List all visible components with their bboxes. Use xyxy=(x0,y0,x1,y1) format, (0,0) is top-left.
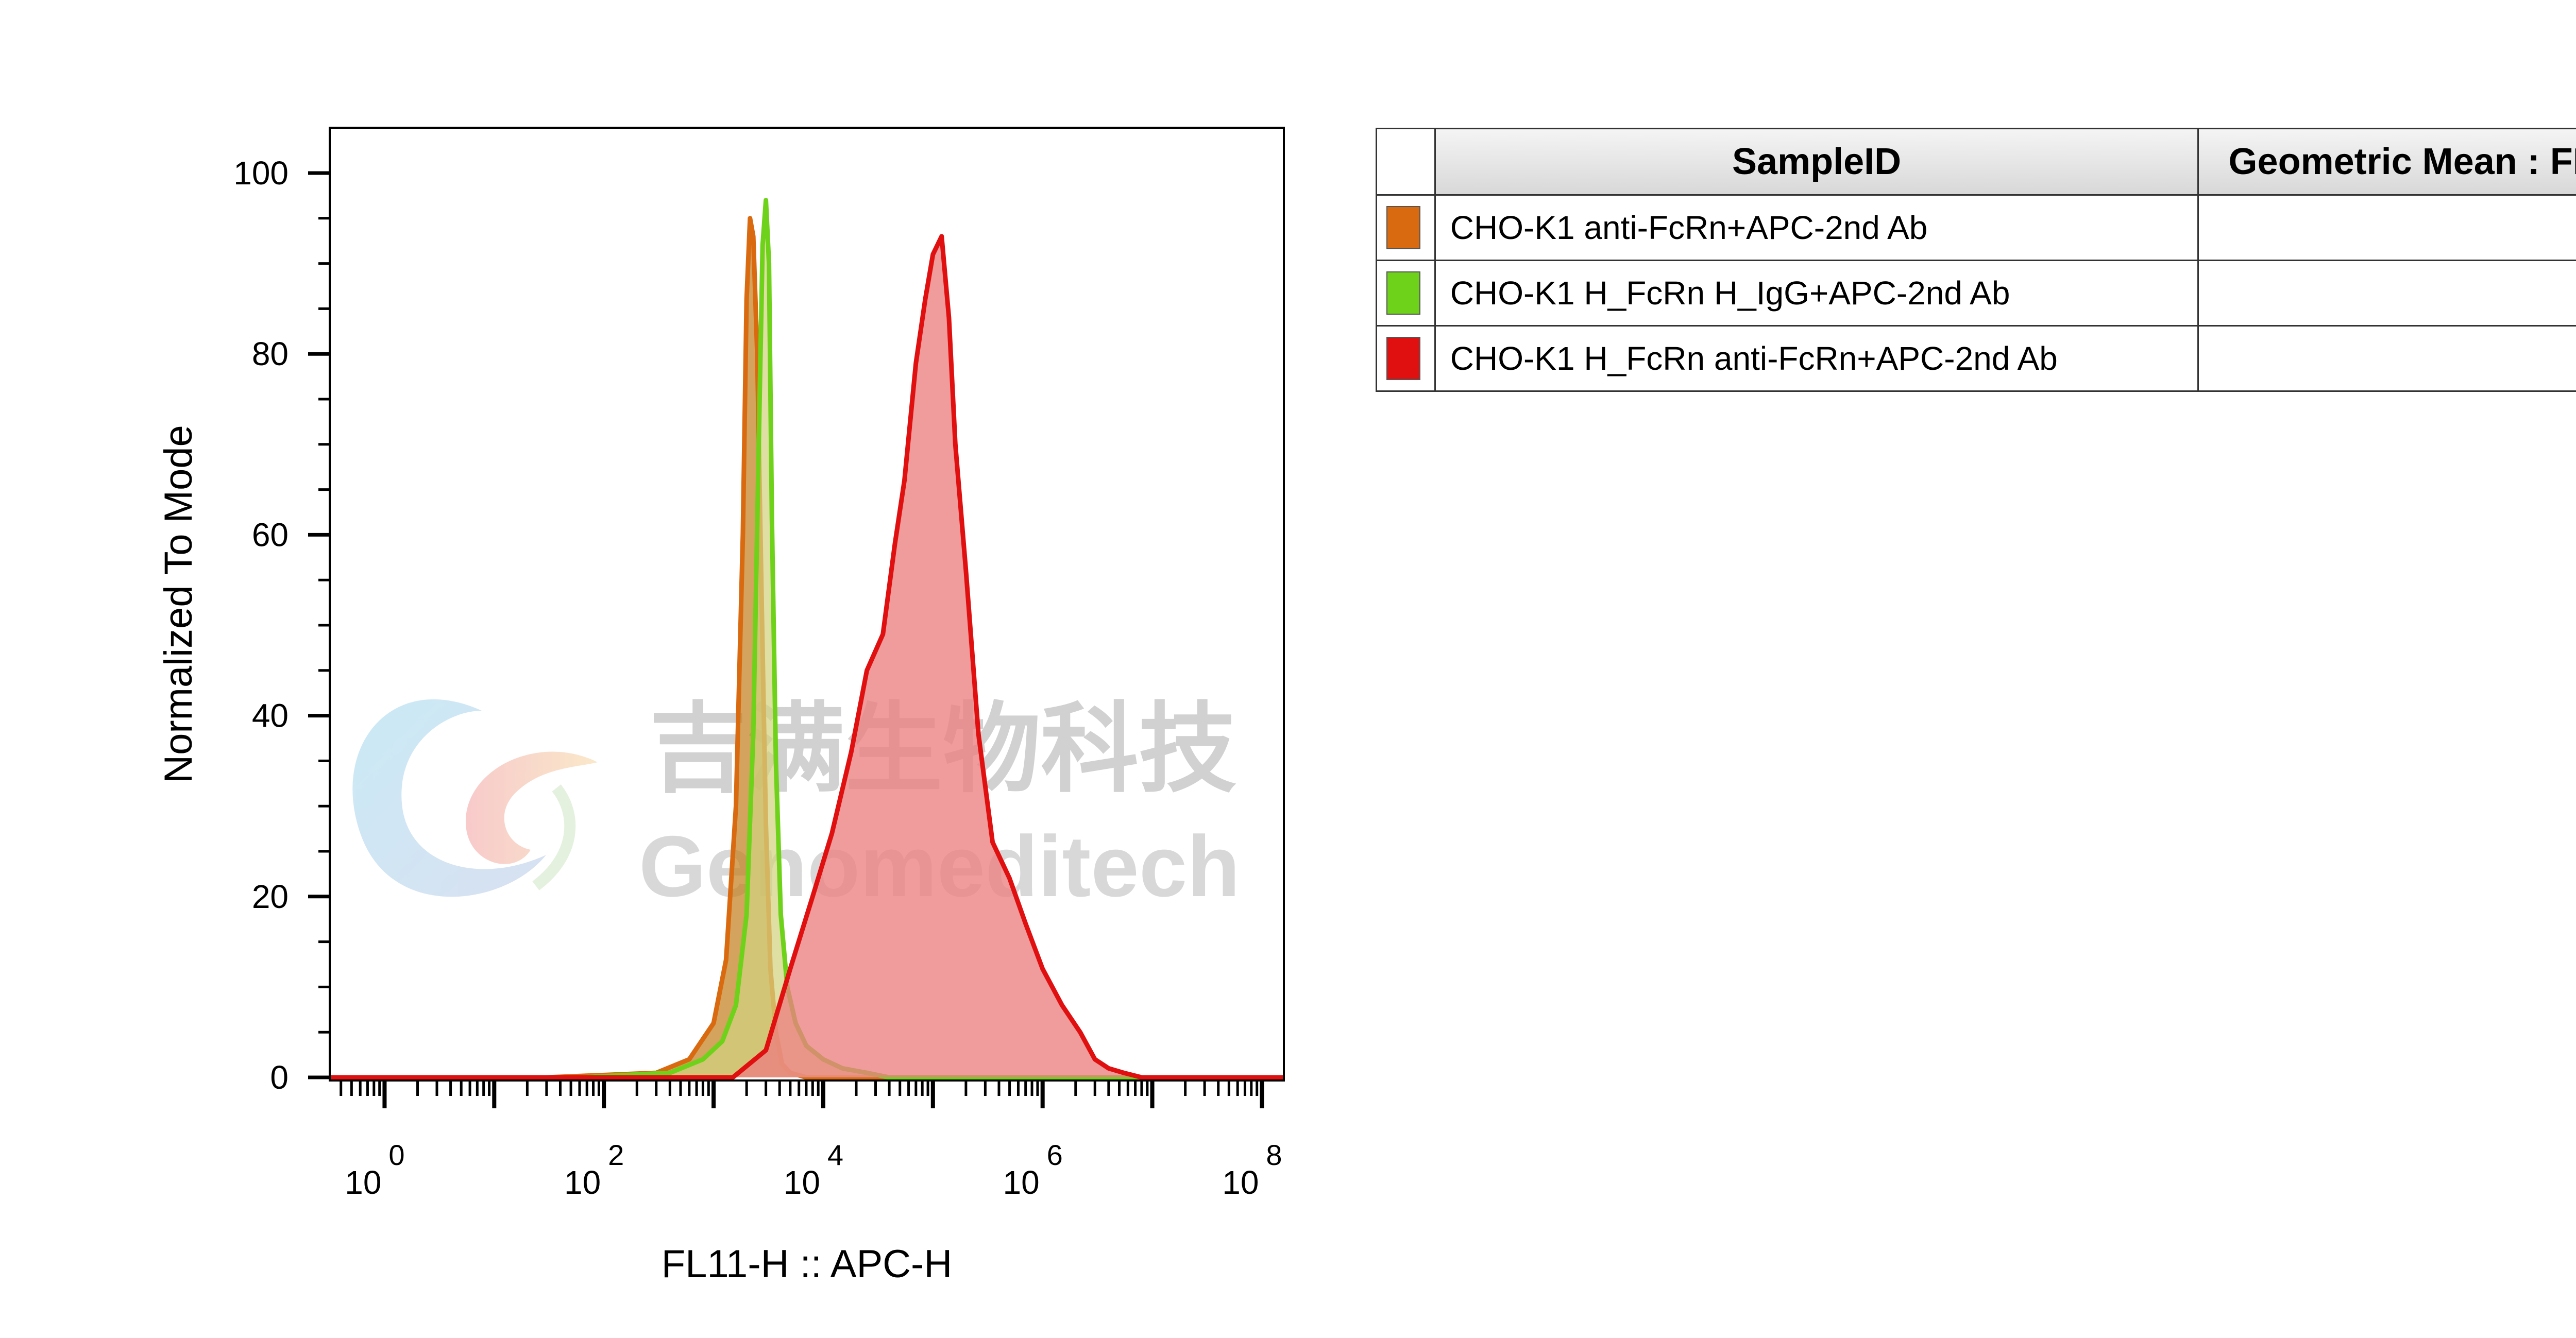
x-tick-label: 102 xyxy=(564,1139,624,1201)
series-line-2 xyxy=(330,234,1284,1080)
x-tick-base: 10 xyxy=(1003,1164,1039,1201)
sampleid-header: SampleID xyxy=(1434,128,2199,196)
geometric-mean-cell: 81228 xyxy=(2197,325,2576,392)
y-tick-label: 100 xyxy=(233,155,289,192)
x-tick-exponent: 2 xyxy=(608,1139,624,1171)
x-tick-exponent: 8 xyxy=(1266,1139,1282,1171)
color-swatch xyxy=(1386,206,1420,249)
x-axis-title: FL11-H :: APC-H xyxy=(662,1242,953,1286)
y-tick-label: 40 xyxy=(252,697,289,734)
x-tick-base: 10 xyxy=(784,1164,820,1201)
geometric-mean-cell: 1969 xyxy=(2197,194,2576,261)
series-layer xyxy=(330,198,1284,1080)
x-tick-label: 100 xyxy=(345,1139,404,1201)
y-tick-label: 0 xyxy=(270,1059,289,1096)
color-swatch xyxy=(1386,271,1420,315)
geometric-mean-header: Geometric Mean : FL11-H xyxy=(2197,128,2576,196)
y-axis-title: Normalized To Mode xyxy=(157,425,200,783)
y-tick-label: 20 xyxy=(252,878,289,915)
sample-id-cell: CHO-K1 H_FcRn anti-FcRn+APC-2nd Ab xyxy=(1434,325,2199,392)
x-tick-label: 108 xyxy=(1222,1139,1282,1201)
color-swatch xyxy=(1386,337,1420,380)
legend-header-row: SampleID Geometric Mean : FL11-H xyxy=(1376,128,2576,196)
y-tick-label: 80 xyxy=(252,335,289,372)
sample-id-cell: CHO-K1 anti-FcRn+APC-2nd Ab xyxy=(1434,194,2199,261)
x-tick-exponent: 6 xyxy=(1047,1139,1063,1171)
y-axis: 0 20 40 60 80 100 xyxy=(233,155,330,1096)
y-tick-label: 60 xyxy=(252,516,289,553)
x-tick-label: 104 xyxy=(784,1139,843,1201)
swatch-header xyxy=(1376,128,1436,196)
x-tick-base: 10 xyxy=(1222,1164,1259,1201)
x-tick-exponent: 0 xyxy=(388,1139,404,1171)
sample-legend-table: SampleID Geometric Mean : FL11-H CHO-K1 … xyxy=(1376,128,2576,392)
x-tick-label: 106 xyxy=(1003,1139,1062,1201)
x-tick-base: 10 xyxy=(345,1164,381,1201)
geometric-mean-cell: 2914 xyxy=(2197,260,2576,327)
x-tick-exponent: 4 xyxy=(827,1139,843,1171)
x-tick-base: 10 xyxy=(564,1164,601,1201)
watermark-logo xyxy=(352,699,598,897)
legend-row: CHO-K1 H_FcRn anti-FcRn+APC-2nd Ab 81228 xyxy=(1376,325,2576,392)
sample-id-cell: CHO-K1 H_FcRn H_IgG+APC-2nd Ab xyxy=(1434,260,2199,327)
legend-row: CHO-K1 H_FcRn H_IgG+APC-2nd Ab 2914 xyxy=(1376,260,2576,327)
legend-row: CHO-K1 anti-FcRn+APC-2nd Ab 1969 xyxy=(1376,194,2576,261)
series-fill-2 xyxy=(330,236,1284,1077)
